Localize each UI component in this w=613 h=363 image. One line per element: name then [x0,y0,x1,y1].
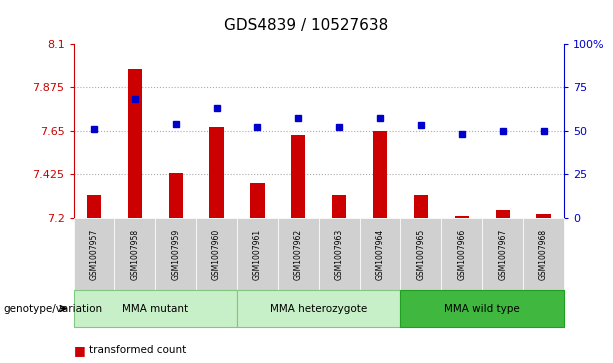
Bar [87,195,101,218]
Text: GSM1007967: GSM1007967 [498,228,507,280]
Text: GSM1007964: GSM1007964 [376,228,384,280]
Bar [210,127,224,218]
Text: GSM1007961: GSM1007961 [253,229,262,280]
FancyBboxPatch shape [400,218,441,290]
Text: transformed count: transformed count [89,345,186,355]
Bar [373,131,387,218]
Text: MMA wild type: MMA wild type [444,303,520,314]
FancyBboxPatch shape [523,218,564,290]
FancyBboxPatch shape [319,218,360,290]
Bar [414,195,428,218]
Text: GSM1007963: GSM1007963 [335,228,344,280]
Bar [169,173,183,218]
Text: GDS4839 / 10527638: GDS4839 / 10527638 [224,18,389,33]
Bar [250,183,265,218]
Text: MMA mutant: MMA mutant [122,303,188,314]
FancyBboxPatch shape [278,218,319,290]
Text: MMA heterozygote: MMA heterozygote [270,303,367,314]
FancyBboxPatch shape [482,218,523,290]
Text: GSM1007968: GSM1007968 [539,229,548,280]
FancyBboxPatch shape [155,218,196,290]
FancyBboxPatch shape [400,290,564,327]
Text: GSM1007966: GSM1007966 [457,228,466,280]
FancyBboxPatch shape [115,218,155,290]
FancyBboxPatch shape [74,290,237,327]
FancyBboxPatch shape [360,218,400,290]
Text: ■: ■ [74,344,85,357]
Text: ■: ■ [74,362,85,363]
Bar [128,69,142,218]
FancyBboxPatch shape [237,290,400,327]
Text: GSM1007958: GSM1007958 [131,229,139,280]
Text: GSM1007965: GSM1007965 [416,228,425,280]
Text: GSM1007962: GSM1007962 [294,229,303,280]
Text: GSM1007959: GSM1007959 [171,228,180,280]
Bar [536,214,550,218]
Text: GSM1007957: GSM1007957 [89,228,99,280]
FancyBboxPatch shape [441,218,482,290]
FancyBboxPatch shape [74,218,115,290]
Bar [455,216,469,218]
Text: GSM1007960: GSM1007960 [212,228,221,280]
FancyBboxPatch shape [196,218,237,290]
FancyBboxPatch shape [237,218,278,290]
Text: genotype/variation: genotype/variation [3,303,102,314]
Bar [495,210,510,218]
Bar [291,135,305,218]
Bar [332,195,346,218]
